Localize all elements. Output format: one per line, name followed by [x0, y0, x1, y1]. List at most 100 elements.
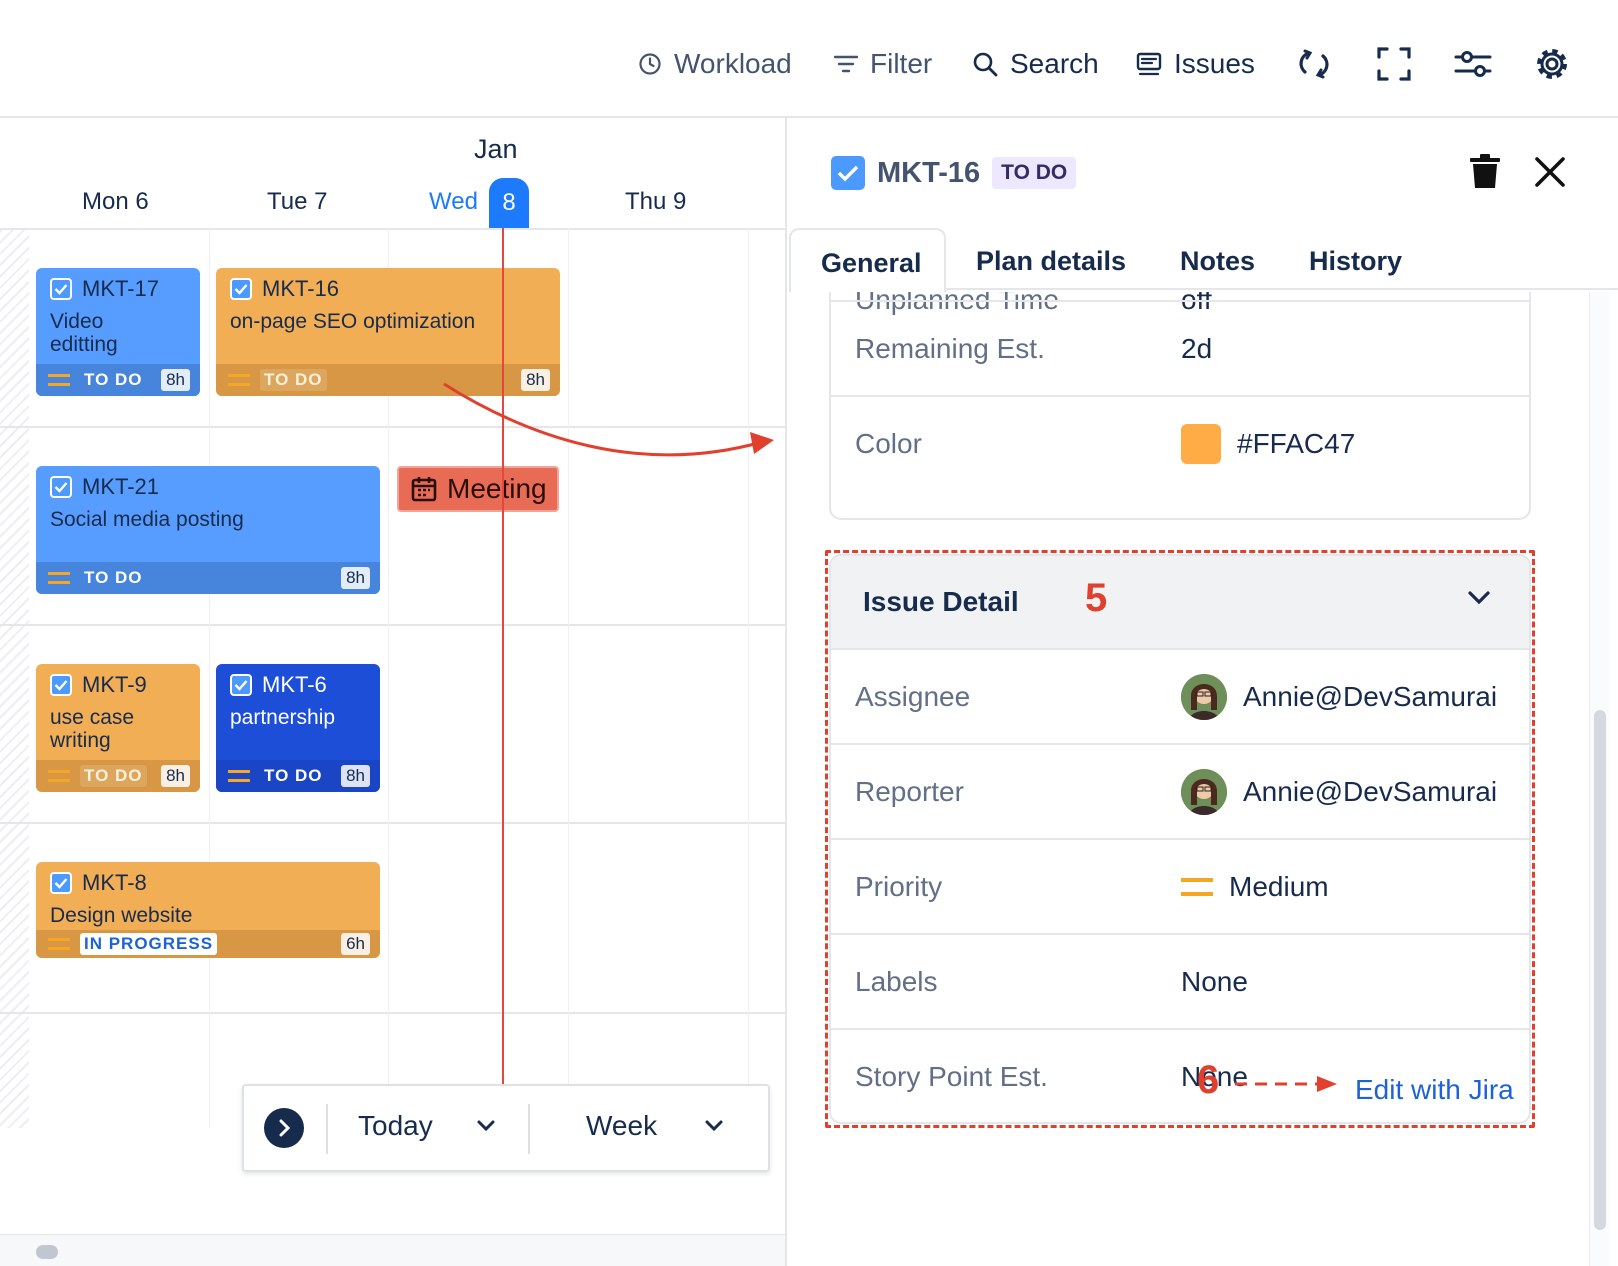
- annotation-step-5: 5: [1085, 576, 1108, 620]
- delete-button[interactable]: [1469, 154, 1501, 195]
- card-key: MKT-6: [262, 672, 327, 697]
- card-hours: 8h: [521, 369, 550, 391]
- today-select-label: Today: [358, 1110, 433, 1141]
- tab-notes[interactable]: Notes: [1180, 246, 1256, 276]
- task-type-icon: [831, 156, 865, 190]
- chevron-down-icon: [1468, 591, 1490, 605]
- color-swatch[interactable]: [1181, 423, 1221, 464]
- card-footer: IN PROGRESS 6h: [36, 930, 380, 958]
- checkbox-icon: [50, 674, 72, 696]
- issue-key[interactable]: MKT-16: [877, 156, 981, 189]
- annotation-arrow-icon: [443, 382, 774, 457]
- issue-card-mkt-17[interactable]: MKT-17 Video editting TO DO 8h: [36, 268, 200, 396]
- fullscreen-button[interactable]: [1376, 42, 1412, 86]
- vertical-scrollbar[interactable]: [1589, 292, 1609, 1266]
- meeting-event[interactable]: Meeting: [397, 466, 559, 512]
- assignee-value[interactable]: Annie@DevSamurai: [1181, 673, 1497, 720]
- field-value[interactable]: 2d: [1181, 332, 1213, 364]
- issue-detail-panel: MKT-16 TO DO General Plan details Notes …: [789, 118, 1618, 1266]
- field-label: Story Point Est.: [855, 1060, 1048, 1092]
- horizontal-scrollbar[interactable]: [0, 1234, 785, 1266]
- priority-value[interactable]: Medium: [1181, 871, 1329, 903]
- card-title: Video editting: [50, 310, 118, 356]
- field-row-labels: Labels None: [831, 933, 1529, 1028]
- avatar: [1181, 768, 1227, 815]
- issues-button[interactable]: Issues: [1136, 42, 1255, 86]
- grid-column: [748, 228, 749, 1128]
- issue-card-mkt-6[interactable]: MKT-6 partnership TO DO 8h: [216, 664, 380, 792]
- avatar: [1181, 673, 1227, 720]
- search-button[interactable]: Search: [972, 42, 1099, 86]
- tab-history[interactable]: History: [1309, 246, 1403, 276]
- status-badge[interactable]: TO DO: [992, 157, 1077, 189]
- checkbox-icon: [50, 872, 72, 894]
- divider: [528, 1104, 530, 1154]
- meeting-label: Meeting: [447, 473, 547, 504]
- field-value: Annie@DevSamurai: [1243, 775, 1498, 807]
- card-title: use case writing: [50, 706, 135, 752]
- issue-detail-header[interactable]: Issue Detail: [831, 556, 1529, 648]
- color-value[interactable]: #FFAC47: [1181, 423, 1355, 464]
- issue-card-mkt-9[interactable]: MKT-9 use case writing TO DO 8h: [36, 664, 200, 792]
- gear-icon: [1537, 49, 1567, 79]
- field-label: Remaining Est.: [855, 332, 1045, 364]
- field-row-assignee: Assignee Annie@DevSamurai: [831, 648, 1529, 743]
- close-button[interactable]: [1534, 156, 1566, 193]
- weekend-hatch: [0, 230, 29, 1128]
- field-label: Reporter: [855, 775, 964, 807]
- card-key: MKT-21: [82, 474, 160, 499]
- card-footer: TO DO 8h: [36, 760, 200, 792]
- scroll-thumb[interactable]: [1594, 710, 1606, 1230]
- card-status: TO DO: [84, 370, 143, 389]
- card-key: MKT-16: [262, 276, 340, 301]
- today-select[interactable]: Today: [358, 1110, 495, 1142]
- field-value[interactable]: off: [1181, 292, 1212, 315]
- annotation-dashed-arrow-icon: [1235, 1076, 1337, 1092]
- tab-plan-details[interactable]: Plan details: [976, 246, 1127, 276]
- scroll-thumb[interactable]: [36, 1245, 58, 1259]
- card-key: MKT-9: [82, 672, 147, 697]
- card-header: MKT-16: [230, 276, 339, 302]
- field-label: Priority: [855, 870, 943, 902]
- issue-detail-section: Issue Detail Assignee Annie@DevSamurai R…: [829, 554, 1531, 1124]
- settings-sliders-button[interactable]: [1454, 42, 1492, 86]
- issue-card-mkt-21[interactable]: MKT-21 Social media posting TO DO 8h: [36, 466, 380, 594]
- field-value[interactable]: None: [1181, 1060, 1248, 1092]
- range-select[interactable]: Week: [586, 1110, 723, 1142]
- sync-button[interactable]: [1296, 42, 1332, 86]
- chevron-down-icon: [705, 1120, 723, 1132]
- range-select-label: Week: [586, 1110, 658, 1141]
- card-hours: 8h: [341, 567, 370, 589]
- card-header: MKT-21: [50, 474, 159, 500]
- reporter-value[interactable]: Annie@DevSamurai: [1181, 768, 1498, 815]
- card-key: MKT-17: [82, 276, 160, 301]
- settings-button[interactable]: [1532, 42, 1572, 86]
- priority-medium-icon: [48, 374, 70, 386]
- edit-with-jira-link[interactable]: Edit with Jira: [1355, 1074, 1514, 1105]
- grid-line: [0, 228, 785, 230]
- field-row-story-point: Story Point Est. None: [831, 1028, 1529, 1122]
- workload-button[interactable]: Workload: [638, 42, 792, 86]
- card-title: partnership: [230, 706, 336, 729]
- filter-button[interactable]: Filter: [834, 42, 932, 86]
- field-value[interactable]: None: [1181, 965, 1248, 997]
- field-row-reporter: Reporter Annie@DevSamurai: [831, 743, 1529, 838]
- calendar-view: Jan Mon 6 Tue 7 Wed 8 Thu 9 MKT-17 Video…: [0, 118, 787, 1266]
- trash-icon: [1470, 154, 1500, 188]
- card-header: MKT-6: [230, 672, 327, 698]
- calendar-icon: [411, 477, 437, 502]
- panel-scroll-area[interactable]: Unplanned Time off Remaining Est. 2d Col…: [789, 292, 1618, 1266]
- issue-card-mkt-16[interactable]: MKT-16 on-page SEO optimization TO DO 8h: [216, 268, 560, 396]
- monitor-icon: [1136, 52, 1162, 76]
- field-value: Medium: [1229, 870, 1329, 902]
- field-row-color: Color #FFAC47: [831, 395, 1529, 490]
- sliders-icon: [1454, 51, 1492, 77]
- field-label: Assignee: [855, 680, 971, 712]
- issue-card-mkt-8[interactable]: MKT-8 Design website IN PROGRESS 6h: [36, 862, 380, 958]
- tab-general[interactable]: General: [789, 228, 946, 292]
- card-footer: TO DO 8h: [216, 760, 380, 792]
- next-period-button[interactable]: [264, 1108, 304, 1148]
- card-status: TO DO: [264, 766, 323, 785]
- day-header-thu: Thu 9: [625, 188, 687, 215]
